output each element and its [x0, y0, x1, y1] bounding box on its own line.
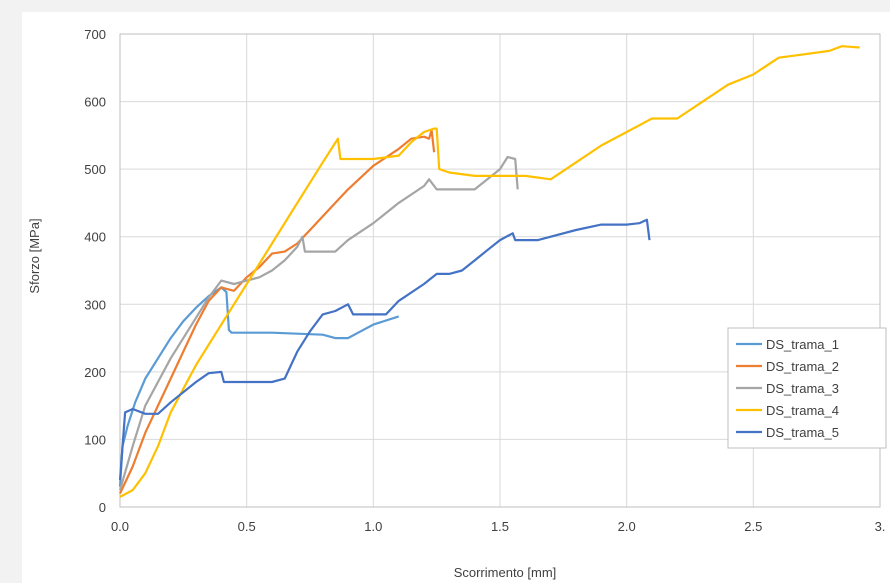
series-line-DS_trama_1	[118, 286, 400, 487]
series-line-DS_trama_5	[118, 218, 651, 481]
y-tick-label: 0	[99, 500, 106, 515]
legend-label: DS_trama_1	[766, 337, 839, 352]
x-tick-label: 0.0	[111, 519, 129, 534]
chart-svg: 0 100 200 300 400 500 600 700 0.0 0.5 1.0 1.5 2.0 2.5…	[27, 27, 887, 580]
x-tick-label: 1.5	[491, 519, 509, 534]
series-line-DS_trama_4	[119, 45, 860, 498]
y-tick-label: 500	[84, 162, 106, 177]
chart-frame: 0 100 200 300 400 500 600 700 0.0 0.5 1.0 1.5 2.0 2.5…	[22, 12, 890, 583]
x-tick-label: 2.5	[744, 519, 762, 534]
y-axis-title: Sforzo [MPa]	[27, 218, 42, 293]
legend-label: DS_trama_3	[766, 381, 839, 396]
y-tick-label: 300	[84, 297, 106, 312]
tick-layer: 0 100 200 300 400 500 600 700 0.0 0.5 1.0 1.5 2.0 2.5…	[84, 27, 885, 534]
legend-label: DS_trama_5	[766, 425, 839, 440]
series-layer	[118, 45, 860, 498]
series-line-DS_trama_3	[118, 155, 519, 491]
y-tick-label: 400	[84, 230, 106, 245]
legend: DS_trama_1 DS_trama_2 DS_trama_3 DS_trama_4…	[727, 327, 887, 449]
x-tick-label: 2.0	[618, 519, 636, 534]
y-tick-label: 200	[84, 365, 106, 380]
x-tick-label: 3.	[875, 519, 886, 534]
plot-area-border	[119, 33, 881, 508]
y-tick-label: 100	[84, 432, 106, 447]
x-tick-label: 0.5	[238, 519, 256, 534]
y-tick-label: 700	[84, 27, 106, 42]
y-tick-label: 600	[84, 95, 106, 110]
legend-label: DS_trama_2	[766, 359, 839, 374]
series-line-DS_trama_2	[119, 128, 436, 494]
x-tick-label: 1.0	[364, 519, 382, 534]
legend-label: DS_trama_4	[766, 403, 839, 418]
x-axis-title: Scorrimento [mm]	[454, 565, 557, 580]
